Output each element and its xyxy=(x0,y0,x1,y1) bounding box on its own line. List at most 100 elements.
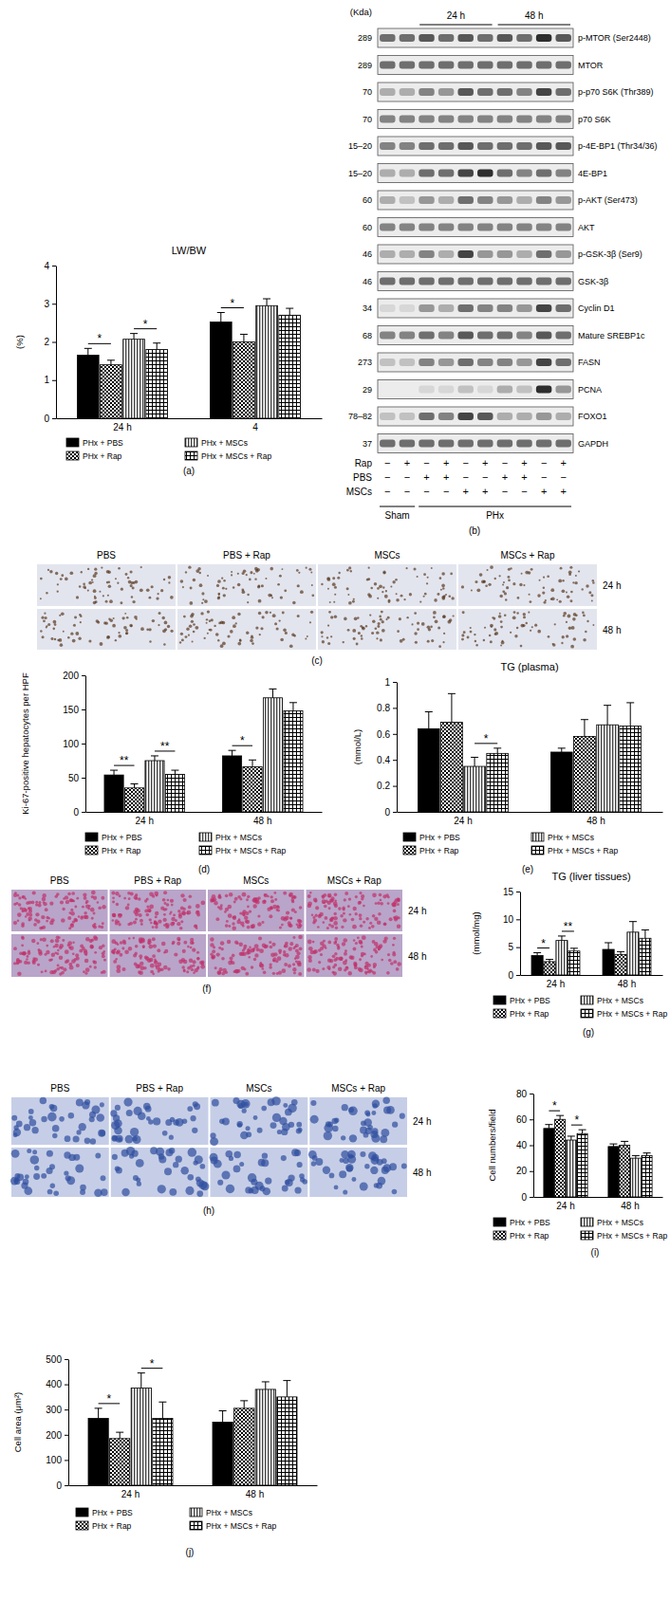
micrograph-texture xyxy=(164,902,168,906)
micrograph-column-label: PBS xyxy=(96,550,116,561)
bar xyxy=(596,725,619,813)
micrograph-texture xyxy=(330,635,333,638)
micrograph-texture xyxy=(105,600,109,604)
micrograph-texture xyxy=(327,624,330,627)
micrograph-texture xyxy=(198,572,202,576)
micrograph-texture xyxy=(484,584,488,588)
error-bar-stem xyxy=(608,943,610,950)
significance-label: ** xyxy=(119,754,130,768)
micrograph-texture xyxy=(54,638,57,642)
micrograph-texture xyxy=(503,592,507,596)
bar xyxy=(565,1140,577,1198)
micrograph-texture xyxy=(20,944,24,948)
micrograph-texture xyxy=(239,639,242,643)
y-tick-label: 0 xyxy=(73,807,79,819)
y-tick-mark xyxy=(392,734,397,736)
micrograph-texture xyxy=(154,960,158,964)
micrograph-texture xyxy=(169,630,173,633)
micrograph-texture xyxy=(546,575,550,578)
error-bar xyxy=(556,1116,564,1120)
micrograph-texture xyxy=(146,905,149,909)
blot-band xyxy=(399,358,415,367)
micrograph-texture xyxy=(114,892,119,896)
micrograph-texture xyxy=(69,898,74,903)
micrograph-texture xyxy=(60,574,64,577)
blot-band xyxy=(477,440,493,448)
micrograph-texture xyxy=(190,620,194,624)
micrograph-texture xyxy=(582,638,587,643)
micrograph-texture xyxy=(41,897,47,903)
micrograph-texture xyxy=(128,897,131,901)
micrograph-texture xyxy=(305,567,308,570)
micrograph-texture xyxy=(171,941,175,945)
micrograph-texture xyxy=(241,925,245,929)
micrograph-texture xyxy=(470,589,473,592)
micrograph-texture xyxy=(70,632,74,635)
error-bar xyxy=(110,770,118,776)
blot-band xyxy=(418,412,434,421)
micrograph-texture xyxy=(57,936,61,940)
bar xyxy=(556,941,568,976)
micrograph-texture xyxy=(332,576,335,580)
y-tick-mark xyxy=(52,380,56,382)
micrograph-texture xyxy=(67,636,71,640)
error-bar-stem xyxy=(632,922,633,933)
legend-label: PHx + MSCs + Rap xyxy=(547,846,618,857)
micrograph-texture xyxy=(502,583,504,586)
blot-band xyxy=(497,386,513,394)
micrograph-texture xyxy=(321,640,325,644)
micrograph-texture xyxy=(50,637,54,641)
error-bar-cap xyxy=(130,333,138,335)
micrograph-texture xyxy=(311,584,314,587)
micrograph-texture xyxy=(182,911,187,916)
micrograph-texture xyxy=(280,916,286,922)
micrograph-texture xyxy=(509,632,512,634)
micrograph-panel: PBSPBS + RapMSCsMSCs + Rap24 h48 h xyxy=(11,875,427,978)
micrograph-texture xyxy=(353,637,356,641)
micrograph-texture xyxy=(186,911,189,915)
micrograph-texture xyxy=(489,565,494,570)
blot-band xyxy=(399,115,415,124)
micrograph-texture xyxy=(259,964,263,968)
x-axis: 24 h48 h xyxy=(69,1487,318,1502)
micrograph-texture xyxy=(75,595,79,599)
kda-label: 60 xyxy=(362,195,373,205)
micrograph-texture xyxy=(91,578,94,581)
micrograph-texture xyxy=(558,600,562,604)
micrograph-texture xyxy=(304,637,307,640)
legend-label: PHx + Rap xyxy=(419,846,460,857)
micrograph-texture xyxy=(182,586,185,589)
error-bar-cap xyxy=(110,770,118,772)
micrograph-texture xyxy=(288,947,293,951)
blot-band xyxy=(438,61,454,70)
micrograph-texture xyxy=(437,627,441,631)
group-line xyxy=(418,506,572,508)
y-tick-mark xyxy=(516,919,521,921)
bar xyxy=(100,365,123,419)
legend-swatch xyxy=(531,846,544,856)
blot-band xyxy=(477,304,493,313)
kda-label: 15–20 xyxy=(348,168,373,179)
micrograph-texture xyxy=(189,938,194,943)
blot-band xyxy=(418,115,434,124)
micrograph-texture xyxy=(521,573,523,576)
micrograph-texture xyxy=(592,624,595,627)
blot-band xyxy=(516,250,532,259)
blot-band xyxy=(418,386,434,394)
micrograph-texture xyxy=(342,641,345,644)
micrograph-texture xyxy=(261,944,266,949)
micrograph-texture xyxy=(263,893,267,897)
blot-band xyxy=(555,61,571,70)
micrograph-texture xyxy=(208,619,211,622)
micrograph-texture xyxy=(34,918,38,923)
micrograph-texture xyxy=(130,570,133,574)
error-bar xyxy=(629,922,637,933)
blot-band xyxy=(418,88,434,96)
micrograph-texture xyxy=(279,926,282,930)
error-bar-stem xyxy=(110,360,112,366)
micrograph-background xyxy=(177,609,317,651)
condition-sign: + xyxy=(559,485,566,498)
legend-swatch xyxy=(580,996,594,1005)
micrograph-texture xyxy=(58,955,64,961)
micrograph-texture xyxy=(163,578,166,581)
